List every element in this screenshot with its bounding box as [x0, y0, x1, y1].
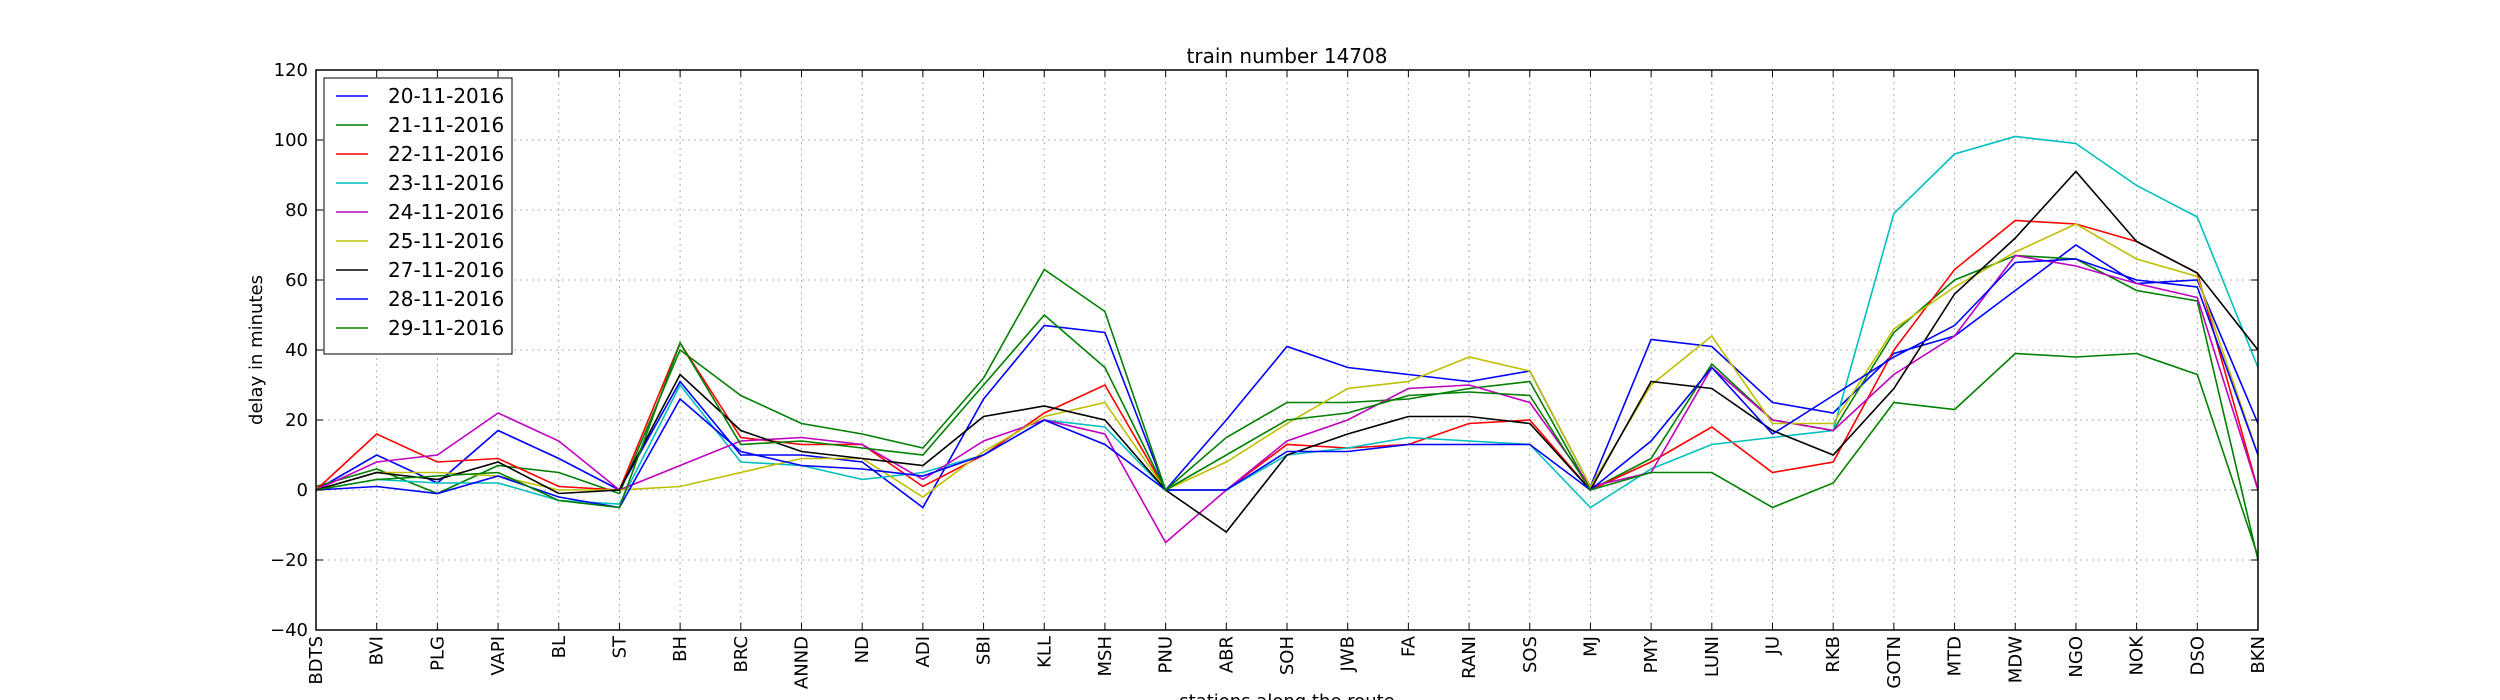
y-tick-label: 100 [274, 130, 308, 151]
x-tick-label: LUNI [1702, 636, 1723, 677]
y-tick-label: −20 [270, 550, 308, 571]
y-tick-label: 60 [285, 270, 308, 291]
legend-entry: 20-11-2016 [388, 84, 504, 108]
x-tick-label: VAPI [488, 636, 509, 676]
plot-background [316, 70, 2258, 630]
x-tick-label: RKB [1823, 636, 1844, 673]
x-tick-label: FA [1398, 635, 1419, 657]
x-tick-label: BRC [731, 636, 752, 673]
x-tick-label: KLL [1034, 636, 1055, 668]
x-tick-label: BH [670, 636, 691, 662]
x-tick-label: PLG [427, 636, 448, 671]
x-tick-label: NOK [2127, 635, 2148, 676]
series-line-3 [315, 219, 2259, 491]
x-tick-label: SOS [1520, 636, 1541, 673]
legend-box [323, 77, 513, 355]
x-tick-label: PNU [1156, 636, 1177, 674]
x-tick-label: SBI [974, 636, 995, 665]
x-tick-label: ND [852, 636, 873, 663]
x-tick-label: BKN [2248, 636, 2269, 674]
legend-entry: 22-11-2016 [388, 142, 504, 166]
x-tick-label: BDTS [306, 636, 327, 685]
x-tick-label: MDW [2005, 636, 2026, 683]
x-tick-label: NGO [2066, 636, 2087, 678]
x-tick-label: PMY [1641, 635, 1662, 673]
x-tick-label: DSO [2187, 636, 2208, 675]
y-tick-label: 20 [285, 410, 308, 431]
x-tick-label: BVI [367, 636, 388, 665]
legend: 20-11-2016 21-11-2016 22-11-2016 23-11-2016… [323, 77, 513, 355]
x-tick-label: JU [1763, 636, 1784, 655]
x-tick-label: ST [609, 635, 630, 658]
x-tick-label: BL [549, 636, 570, 658]
legend-entry: 29-11-2016 [388, 316, 504, 340]
x-tick-label: ABR [1216, 636, 1237, 673]
y-tick-label: 0 [297, 480, 308, 501]
x-tick-label: RANI [1459, 636, 1480, 679]
legend-entry: 23-11-2016 [388, 171, 504, 195]
x-tick-labels: BDTS BVI PLG VAPI BL ST BH BRC ANND ND ADI SBI KLL MS… [306, 635, 2269, 689]
x-tick-label: MJ [1580, 636, 1601, 657]
series-line-5 [315, 254, 2259, 544]
x-tick-label: JWB [1338, 636, 1359, 672]
axis-ticks [315, 69, 2259, 631]
y-tick-label: −40 [270, 620, 308, 641]
series-line-6 [315, 223, 2259, 498]
legend-entry: 25-11-2016 [388, 229, 504, 253]
y-axis-label: delay in minutes [246, 275, 267, 425]
x-tick-label: MTD [1945, 636, 1966, 676]
series-lines [315, 135, 2259, 561]
y-tick-label: 120 [274, 60, 308, 81]
x-tick-label: ADI [913, 636, 934, 667]
y-tick-labels: −40 −20 0 20 40 60 80 100 120 [270, 60, 308, 641]
legend-entry: 28-11-2016 [388, 287, 504, 311]
legend-entry: 21-11-2016 [388, 113, 504, 137]
series-line-9 [315, 313, 2259, 557]
chart-title: train number 14708 [1187, 44, 1388, 68]
y-tick-label: 40 [285, 340, 308, 361]
x-axis-label: stations along the route [1179, 691, 1394, 700]
legend-entry: 27-11-2016 [388, 258, 504, 282]
x-tick-label: ANND [792, 636, 813, 689]
x-tick-label: GOTN [1884, 636, 1905, 689]
x-tick-label: SOH [1277, 636, 1298, 675]
y-tick-label: 80 [285, 200, 308, 221]
x-tick-label: MSH [1095, 636, 1116, 677]
legend-entry: 24-11-2016 [388, 200, 504, 224]
series-line-8 [315, 258, 2259, 509]
